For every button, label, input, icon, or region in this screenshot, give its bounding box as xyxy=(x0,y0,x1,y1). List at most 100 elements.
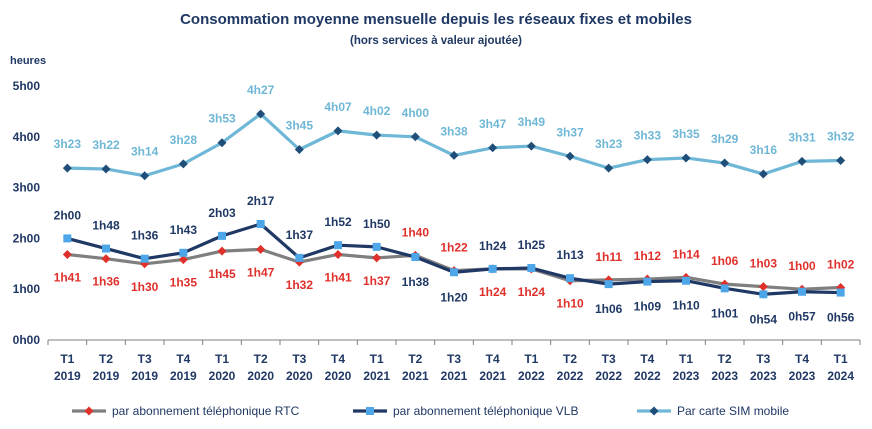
data-point xyxy=(295,253,304,262)
data-point xyxy=(720,158,730,168)
data-label: 3h45 xyxy=(286,119,314,133)
data-point xyxy=(797,156,807,166)
data-label: 1h41 xyxy=(54,270,82,284)
data-label: 1h52 xyxy=(324,215,352,229)
data-point xyxy=(759,290,768,299)
data-label: 1h03 xyxy=(750,257,778,271)
data-label: 1h43 xyxy=(170,223,198,237)
data-label: 1h06 xyxy=(711,254,739,268)
data-label: 0h54 xyxy=(750,312,778,326)
data-label: 1h10 xyxy=(672,299,700,313)
data-label: 1h20 xyxy=(440,290,468,304)
x-tick-label-year: 2023 xyxy=(711,369,738,383)
y-tick-label: 1h00 xyxy=(13,282,41,296)
x-tick-label-quarter: T3 xyxy=(756,352,770,366)
legend-marker xyxy=(649,406,659,416)
series-layer xyxy=(62,109,846,299)
x-tick-label-quarter: T4 xyxy=(331,352,345,366)
data-point xyxy=(604,163,614,173)
x-tick-label-year: 2020 xyxy=(286,369,313,383)
x-tick-label-year: 2021 xyxy=(479,369,506,383)
chart-title: Consommation moyenne mensuelle depuis le… xyxy=(180,11,692,28)
data-point xyxy=(140,171,150,181)
data-label: 3h23 xyxy=(595,137,623,151)
data-point xyxy=(758,282,768,292)
data-point xyxy=(101,254,111,264)
series-2 xyxy=(62,109,846,181)
data-label: 4h27 xyxy=(247,83,275,97)
data-label: 2h00 xyxy=(54,208,82,222)
x-tick-label-year: 2022 xyxy=(634,369,661,383)
data-point xyxy=(334,241,342,250)
data-point xyxy=(720,284,729,293)
x-tick-label-quarter: T4 xyxy=(486,352,500,366)
y-axis-label: heures xyxy=(10,55,46,67)
data-label: 3h47 xyxy=(479,117,507,131)
x-tick-label-year: 2019 xyxy=(54,369,81,383)
x-tick-label-quarter: T2 xyxy=(563,352,577,366)
data-label: 1h40 xyxy=(402,225,430,239)
data-label: 4h07 xyxy=(324,100,352,114)
data-label: 1h37 xyxy=(286,228,314,242)
data-point xyxy=(63,234,72,243)
data-point xyxy=(218,231,226,240)
x-tick-label-quarter: T4 xyxy=(640,352,654,366)
data-point xyxy=(836,288,845,297)
data-point xyxy=(565,151,575,161)
data-label: 1h10 xyxy=(556,297,584,311)
data-label: 1h02 xyxy=(827,258,855,272)
chart-subtitle: (hors services à valeur ajoutée) xyxy=(350,35,522,47)
data-label: 2h03 xyxy=(208,206,236,220)
x-tick-label-quarter: T2 xyxy=(99,352,113,366)
x-tick-label-quarter: T2 xyxy=(408,352,422,366)
data-point xyxy=(372,253,382,263)
data-label: 1h01 xyxy=(711,306,739,320)
data-label: 3h32 xyxy=(827,130,855,144)
data-point xyxy=(527,264,536,273)
x-tick-label-quarter: T1 xyxy=(60,352,74,366)
data-labels: 3h23 3h22 3h14 3h28 3h53 4h27 3h45 4h07 4h02 4h00… xyxy=(54,83,855,326)
data-point xyxy=(140,254,149,263)
data-label: 1h12 xyxy=(634,249,662,263)
x-tick-label-quarter: T3 xyxy=(447,352,461,366)
data-point xyxy=(101,164,111,174)
x-tick-label-quarter: T1 xyxy=(370,352,384,366)
legend-label: Par carte SIM mobile xyxy=(677,404,789,418)
data-point xyxy=(488,264,497,273)
data-point xyxy=(294,145,304,154)
data-label: 1h48 xyxy=(92,219,120,233)
data-point xyxy=(62,163,72,173)
x-tick-label-quarter: T3 xyxy=(138,352,152,366)
data-label: 3h49 xyxy=(518,115,546,129)
data-label: 1h25 xyxy=(518,238,546,252)
data-point xyxy=(488,143,498,153)
data-label: 1h06 xyxy=(595,302,623,316)
x-tick-label-year: 2020 xyxy=(247,369,274,383)
x-tick-label-year: 2023 xyxy=(673,369,700,383)
data-point xyxy=(62,249,72,259)
data-point xyxy=(372,242,381,251)
data-label: 3h31 xyxy=(788,130,816,144)
x-tick-label-year: 2020 xyxy=(209,369,236,383)
legend-item-1: par abonnement téléphonique VLB xyxy=(353,404,578,418)
data-label: 1h00 xyxy=(788,259,816,273)
y-tick-label: 2h00 xyxy=(13,231,41,245)
data-label: 1h09 xyxy=(634,300,662,314)
data-point xyxy=(410,132,420,142)
y-tick-label: 5h00 xyxy=(13,79,41,93)
x-tick-label-year: 2019 xyxy=(170,369,197,383)
x-axis: T1 2019 T2 2019 T3 2019 T4 2019 T1 2020 T2 2020 T3 20… xyxy=(47,339,861,383)
data-label: 3h37 xyxy=(556,125,584,139)
data-label: 1h37 xyxy=(363,274,391,288)
data-point xyxy=(256,244,266,254)
data-label: 3h29 xyxy=(711,132,739,146)
x-tick-label-quarter: T2 xyxy=(718,352,732,366)
data-label: 1h47 xyxy=(247,265,275,279)
legend: par abonnement téléphonique RTC par abonn… xyxy=(72,404,789,418)
legend-item-2: Par carte SIM mobile xyxy=(637,404,789,418)
data-point xyxy=(566,274,574,283)
data-point xyxy=(102,244,110,253)
data-point xyxy=(836,156,846,166)
data-label: 1h32 xyxy=(286,278,314,292)
